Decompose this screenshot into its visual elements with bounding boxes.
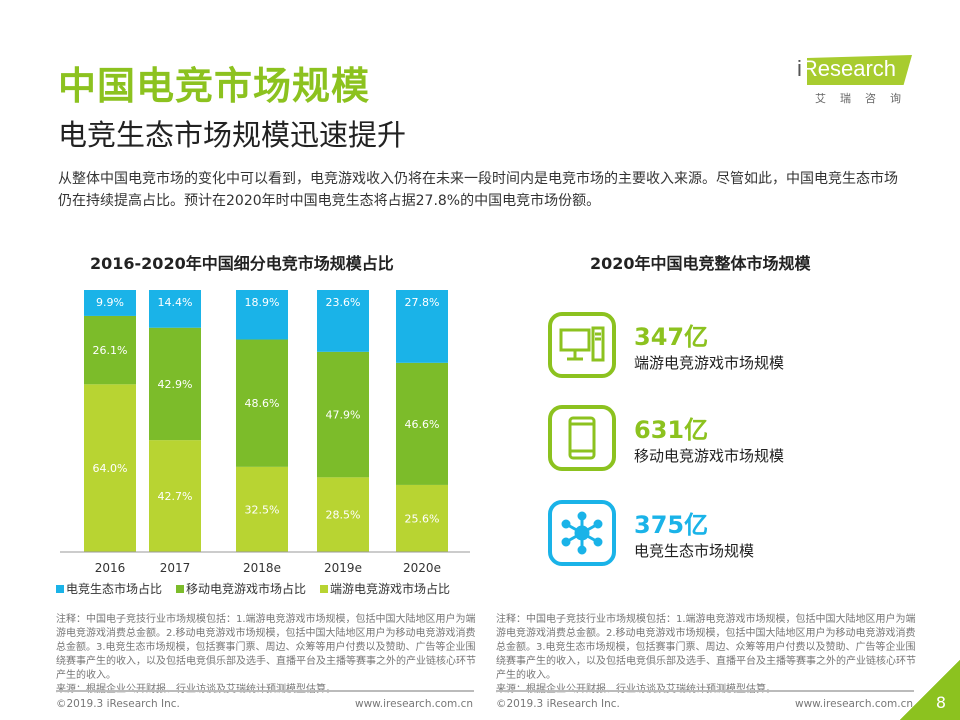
page-title: 中国电竞市场规模 bbox=[58, 64, 371, 108]
data-label: 26.1% bbox=[93, 344, 128, 357]
x-tick-label: 2019e bbox=[324, 561, 362, 575]
page-subtitle: 电竞生态市场规模迅速提升 bbox=[58, 118, 407, 152]
stacked-bar-chart: 64.0% 26.1% 9.9% 2016 42.7% 42.9% 14.4% 2017 32.… bbox=[60, 290, 470, 575]
bar-segment bbox=[236, 339, 288, 467]
notes-left: 注释：中国电子竞技行业市场规模包括：1.端游电竞游戏市场规模，包括中国大陆地区用… bbox=[56, 614, 476, 695]
legend-item-mobile: 移动电竞游戏市场占比 bbox=[176, 580, 306, 597]
bar-segment bbox=[84, 290, 136, 316]
website: www.iresearch.com.cn bbox=[355, 698, 474, 710]
data-label: 23.6% bbox=[326, 296, 361, 309]
iresearch-logo: iResearch 艾瑞咨询 bbox=[797, 55, 915, 105]
x-tick-label: 2018e bbox=[243, 561, 281, 575]
stat-pc: 347亿 端游电竞游戏市场规模 bbox=[548, 312, 784, 378]
copyright: ©2019.3 iResearch Inc. bbox=[496, 698, 620, 710]
x-tick-label: 2020e bbox=[403, 561, 441, 575]
bar-segment bbox=[236, 466, 288, 552]
data-label: 14.4% bbox=[158, 296, 193, 309]
chart-title: 2016-2020年中国细分电竞市场规模占比 bbox=[90, 254, 394, 273]
data-label: 9.9% bbox=[96, 296, 124, 309]
x-tick-label: 2016 bbox=[95, 561, 126, 575]
x-tick-label: 2017 bbox=[160, 561, 191, 575]
data-label: 46.6% bbox=[405, 418, 440, 431]
description: 从整体中国电竞市场的变化中可以看到，电竞游戏收入仍将在未来一段时间内是电竞市场的… bbox=[58, 171, 898, 209]
chart-legend: 电竞生态市场占比 移动电竞游戏市场占比 端游电竞游戏市场占比 bbox=[56, 580, 450, 597]
website: www.iresearch.com.cn bbox=[795, 698, 914, 710]
data-label: 64.0% bbox=[93, 462, 128, 475]
copyright: ©2019.3 iResearch Inc. bbox=[56, 698, 180, 710]
data-label: 28.5% bbox=[326, 509, 361, 522]
data-label: 48.6% bbox=[245, 397, 280, 410]
smartphone-icon bbox=[548, 405, 616, 471]
divider bbox=[56, 690, 474, 692]
data-label: 32.5% bbox=[245, 503, 280, 516]
stat-mobile: 631亿 移动电竞游戏市场规模 bbox=[548, 405, 784, 471]
stat-ecosystem: 375亿 电竞生态市场规模 bbox=[548, 500, 754, 566]
bar-segment bbox=[149, 440, 201, 552]
right-title: 2020年中国电竞整体市场规模 bbox=[590, 254, 811, 273]
bar-segment bbox=[236, 290, 288, 340]
data-label: 47.9% bbox=[326, 409, 361, 422]
bar-segment bbox=[396, 290, 448, 363]
data-label: 18.9% bbox=[245, 296, 280, 309]
data-label: 42.9% bbox=[158, 378, 193, 391]
data-label: 27.8% bbox=[405, 296, 440, 309]
bar-segment bbox=[317, 290, 369, 352]
bar-segment bbox=[149, 327, 201, 441]
bar-segment bbox=[396, 484, 448, 552]
bar-segment bbox=[84, 384, 136, 552]
bar-segment bbox=[396, 362, 448, 485]
page-number: 8 bbox=[935, 693, 946, 712]
bar-segment bbox=[317, 477, 369, 552]
notes-right: 注释：中国电子竞技行业市场规模包括：1.端游电竞游戏市场规模，包括中国大陆地区用… bbox=[496, 614, 916, 695]
legend-item-pc: 端游电竞游戏市场占比 bbox=[320, 580, 450, 597]
corner-decoration bbox=[900, 660, 960, 720]
data-label: 25.6% bbox=[405, 512, 440, 525]
bar-segment bbox=[84, 315, 136, 385]
legend-item-ecosystem: 电竞生态市场占比 bbox=[56, 580, 162, 597]
data-label: 42.7% bbox=[158, 490, 193, 503]
bar-segment bbox=[149, 290, 201, 328]
divider bbox=[496, 690, 914, 692]
network-hub-icon bbox=[548, 500, 616, 566]
desktop-computer-icon bbox=[548, 312, 616, 378]
bar-segment bbox=[317, 351, 369, 478]
